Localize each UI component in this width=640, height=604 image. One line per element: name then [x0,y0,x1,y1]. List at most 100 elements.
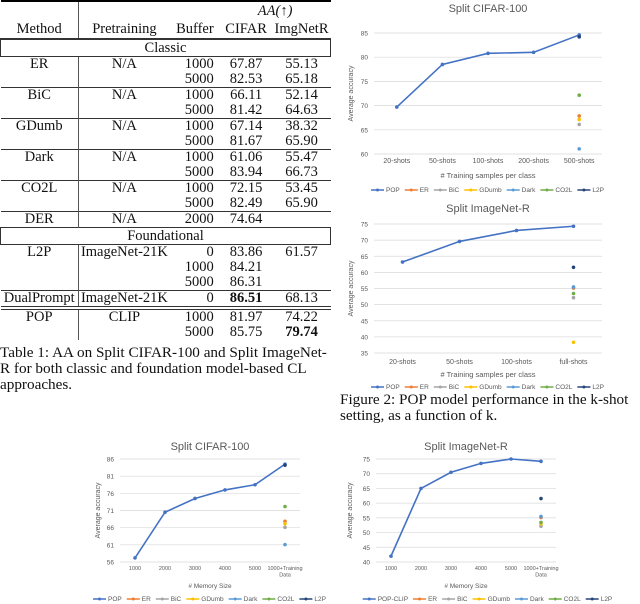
data-point-pop [223,488,227,492]
data-point-co2l [577,93,581,97]
cell-imgnetr: 66.73 [285,164,318,180]
cell-imgnetr: 68.13 [272,290,331,308]
legend-label: POP-CLIP [378,596,408,603]
series-line-pop [402,225,574,263]
data-point-co2l [571,291,576,296]
table-column: AA(↑) Method Pretraining Buffer CIFAR Im… [0,0,332,393]
legend-label: CO2L [555,187,572,194]
figure-caption: Figure 2: POP model performance in the k… [340,391,629,424]
data-point-l2p [283,463,287,467]
data-point-dark [571,285,576,289]
table-row: DER N/A 2000 74.64 [0,211,331,228]
table-row: ER N/A 1000 67.87 55.13 [0,56,331,72]
y-tick-label: 85 [361,31,369,38]
x-tick-label: 100-shots [501,359,532,366]
cell-cifar: 86.31 [229,274,263,290]
cell-buffer: 1000 [169,149,220,165]
y-tick-label: 71 [107,508,115,515]
cell-method [0,103,79,119]
cell-method [0,275,79,291]
cell-cifar: 67.87 [219,56,273,72]
legend-label: Dark [530,596,544,603]
legend-marker [131,597,135,601]
y-tick-label: 66 [107,525,115,532]
legend-label: POP [386,384,400,391]
data-point-pop [440,62,445,67]
table-row: 5000 81.67 65.90 [0,133,331,150]
cell-pretraining: ImageNet-21K [78,290,170,308]
table-row: POP CLIP 1000 81.97 74.22 [0,306,331,325]
cell-cifar: 83.94 [229,164,263,180]
cell-cifar: 84.21 [229,259,263,275]
data-point-pop-clip [539,459,543,464]
cell-imgnetr: 74.22 [272,306,331,325]
legend-marker [267,597,271,601]
y-tick-label: 60 [361,152,369,159]
legend-marker [477,597,481,601]
legend-marker [582,385,586,389]
series-line-pop [134,463,286,559]
cell-pretraining: N/A [78,211,170,228]
legend-label: ER [142,596,151,603]
legend-label: GDumb [201,596,224,603]
x-tick-label: 20-shots [389,359,416,366]
cell-pretraining: ImageNet-21K [78,244,170,260]
cell-cifar: 83.86 [219,244,273,260]
x-tick-label: 1000 [385,566,397,572]
data-point-bic [571,295,576,300]
chart-title: Split ImageNet-R [424,441,508,453]
cell-method: DER [0,211,79,228]
cell-cifar: 74.64 [219,211,273,228]
x-tick-label: 100-shots [473,158,504,165]
legend-label: CO2L [277,596,294,603]
table-row: 5000 82.49 65.90 [0,196,331,212]
cell-method [0,165,79,181]
cell-imgnetr: 53.45 [272,180,331,196]
data-point-l2p [571,265,576,270]
x-tick-label: 4000 [219,566,231,572]
cell-buffer: 1000 [169,306,220,325]
legend-marker [304,597,308,601]
data-point-pop [486,51,490,56]
cell-method [0,196,79,212]
data-point-pop [514,228,519,233]
data-point-l2p [577,35,581,39]
legend-marker [367,597,371,601]
cell-buffer: 0 [169,244,220,260]
data-point-co2l [283,504,287,509]
cell-cifar: 81.97 [219,306,273,325]
x-tick-label: 5000 [505,566,517,572]
x-tick-label: 3000 [189,566,201,572]
cell-method: GDumb [0,118,79,134]
x-tick-label: 1000+Training Data [267,566,302,579]
cell-buffer: 1000 [169,180,220,196]
y-axis-label: Average accuracy [348,260,355,316]
y-tick-label: 65 [361,254,369,261]
cell-cifar: 61.06 [219,149,273,165]
y-tick-label: 40 [361,334,369,341]
legend-label: L2P [592,384,604,391]
table-caption: Table 1: AA on Split CIFAR-100 and Split… [0,344,327,393]
legend-marker [469,188,473,192]
cell-imgnetr: 65.90 [285,133,318,149]
cell-buffer: 0 [169,290,220,308]
table-row: 5000 83.94 66.73 [0,164,331,181]
y-tick-label: 75 [361,222,369,229]
data-point-pop-clip [419,486,423,491]
legend-label: ER [420,187,429,194]
cell-method: Dark [0,149,79,165]
cell-imgnetr: 65.18 [285,71,318,87]
data-point-gdumb [577,117,581,122]
legend-marker [438,385,442,389]
y-tick-label: 70 [363,471,371,478]
legend-marker [511,188,515,192]
table-row: Dark N/A 1000 61.06 55.47 [0,149,331,165]
cell-buffer: 1000 [169,56,220,72]
legend-marker [191,597,195,601]
legend-marker [98,597,102,601]
data-point-bic [283,525,287,530]
y-tick-label: 80 [361,55,369,62]
data-point-pop [571,224,576,229]
cell-method: BiC [0,87,79,103]
cell-imgnetr: 55.47 [272,149,331,165]
